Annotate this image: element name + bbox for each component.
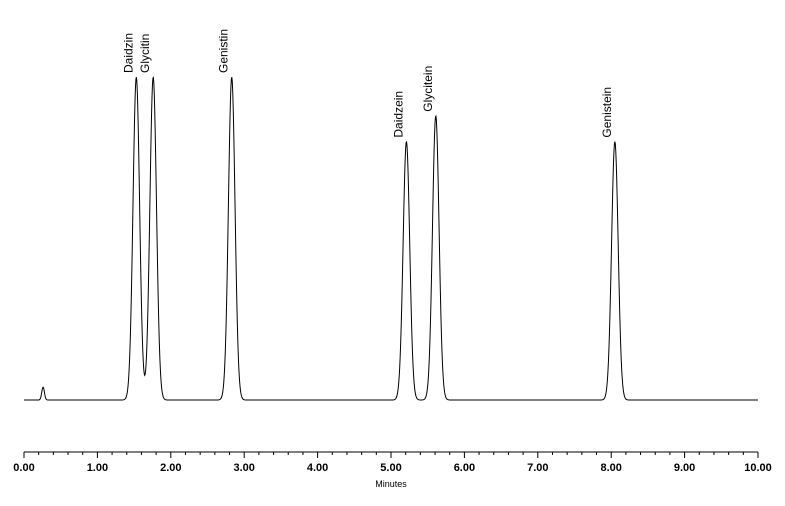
x-tick-label: 6.00: [454, 462, 475, 474]
x-tick-label: 3.00: [233, 462, 254, 474]
x-tick-label: 9.00: [674, 462, 695, 474]
peak-label-glycitein: Glycitein: [421, 66, 435, 112]
chromatogram-trace-group: [24, 76, 758, 401]
peak-label-genistein: Genistein: [600, 87, 614, 138]
x-tick-label: 2.00: [160, 462, 181, 474]
x-tick-label: 10.00: [744, 462, 772, 474]
x-axis-title: Minutes: [375, 479, 407, 489]
x-tick-label: 5.00: [380, 462, 401, 474]
x-tick-label: 7.00: [527, 462, 548, 474]
x-tick-label: 0.00: [13, 462, 34, 474]
peak-label-genistin: Genistin: [217, 29, 231, 73]
peak-label-daidzein: Daidzein: [391, 91, 405, 138]
x-tick-label: 4.00: [307, 462, 328, 474]
peak-labels: Daidzin Glycitin Genistin Daidzein Glycitein…: [121, 29, 614, 138]
peak-label-glycitin: Glycitin: [138, 34, 152, 73]
x-tick-label: 1.00: [87, 462, 108, 474]
x-tick-label: 8.00: [600, 462, 621, 474]
chromatogram-trace: [24, 76, 758, 401]
peak-label-daidzin: Daidzin: [121, 33, 135, 73]
x-axis-ticks: 0.00 1.00 2.00 3.00 4.00 5.00 6.00 7.00 8.00 9.00…: [13, 452, 772, 474]
